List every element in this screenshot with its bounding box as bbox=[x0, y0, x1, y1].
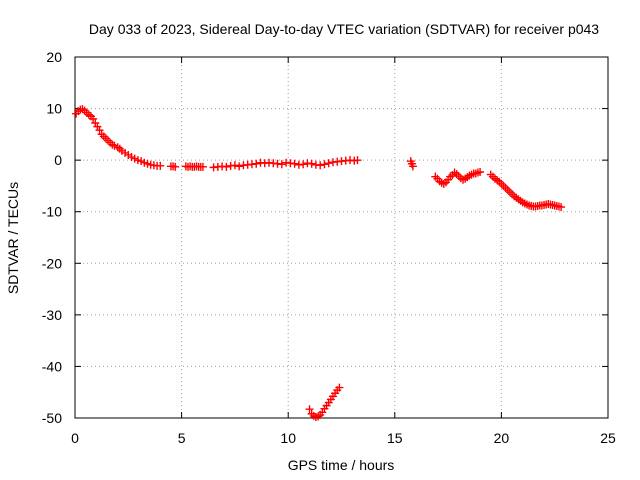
data-point bbox=[307, 159, 316, 168]
grid bbox=[75, 57, 608, 418]
data-point bbox=[320, 160, 329, 169]
x-tick-label: 10 bbox=[280, 430, 296, 446]
chart-title: Day 033 of 2023, Sidereal Day-to-day VTE… bbox=[89, 21, 599, 37]
data-point bbox=[198, 162, 207, 171]
y-tick-label: 0 bbox=[54, 152, 62, 168]
data-point bbox=[557, 203, 566, 212]
data-point bbox=[408, 162, 417, 171]
axis-ticks bbox=[74, 56, 609, 419]
x-axis-label: GPS time / hours bbox=[288, 457, 395, 473]
data-point bbox=[222, 162, 231, 171]
data-point bbox=[299, 160, 308, 169]
data-point bbox=[277, 160, 286, 169]
data-point bbox=[252, 159, 261, 168]
data-point bbox=[476, 168, 485, 177]
plot-frame bbox=[74, 56, 609, 419]
x-tick-label: 0 bbox=[71, 430, 79, 446]
data-point bbox=[89, 114, 98, 123]
y-tick-label: -50 bbox=[42, 410, 62, 426]
data-point bbox=[305, 405, 314, 414]
x-tick-label: 5 bbox=[178, 430, 186, 446]
x-tick-label: 20 bbox=[494, 430, 510, 446]
data-point bbox=[230, 161, 239, 170]
data-point bbox=[156, 161, 165, 170]
data-marks bbox=[72, 105, 566, 421]
y-tick-label: 20 bbox=[46, 49, 62, 65]
data-point bbox=[353, 156, 362, 165]
data-point bbox=[290, 159, 299, 168]
data-point bbox=[324, 159, 333, 168]
y-tick-labels: -50 -40 -30 -20 -10 0 10 20 bbox=[42, 49, 62, 426]
y-tick-label: -20 bbox=[42, 255, 62, 271]
x-tick-label: 15 bbox=[387, 430, 403, 446]
x-tick-labels: 0 5 10 15 20 25 bbox=[71, 430, 616, 446]
y-axis-label: SDTVAR / TECUs bbox=[5, 182, 21, 294]
data-point bbox=[316, 161, 325, 170]
data-point bbox=[335, 383, 344, 392]
data-point bbox=[95, 126, 104, 135]
y-tick-label: -10 bbox=[42, 204, 62, 220]
y-tick-label: -30 bbox=[42, 307, 62, 323]
data-point bbox=[171, 162, 180, 171]
y-tick-label: -40 bbox=[42, 358, 62, 374]
data-point bbox=[235, 162, 244, 171]
y-tick-label: 10 bbox=[46, 101, 62, 117]
x-tick-label: 25 bbox=[600, 430, 616, 446]
